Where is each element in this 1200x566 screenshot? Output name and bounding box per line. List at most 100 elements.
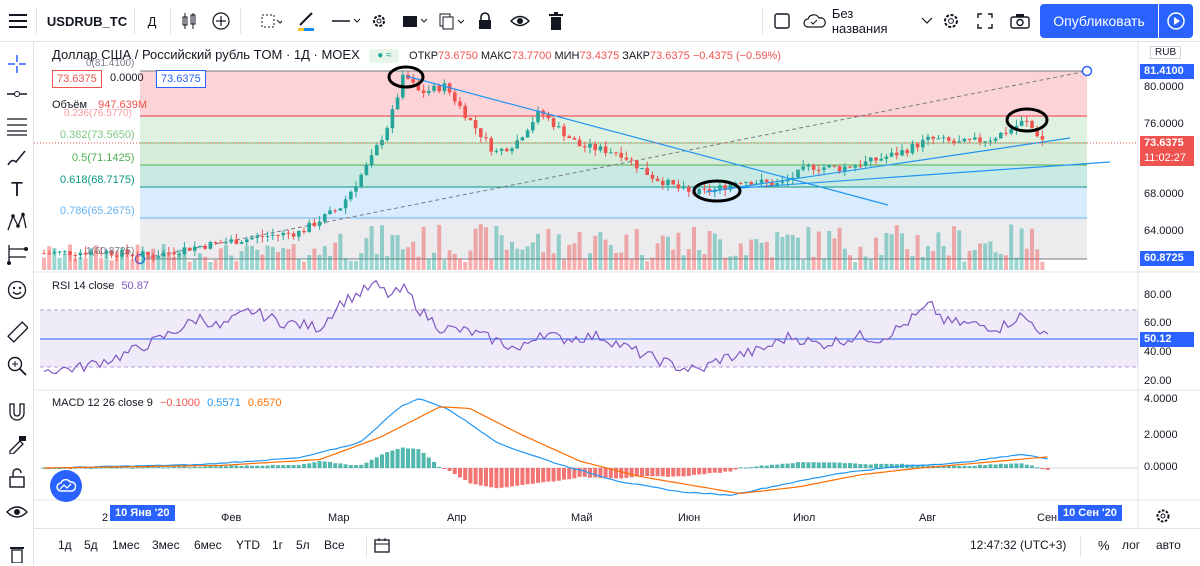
range-ytd[interactable]: YTD [236,538,260,552]
range-3m[interactable]: 3мес [152,538,180,552]
pencil-lock-icon[interactable] [5,432,29,456]
candle-body [978,137,982,143]
lock-drawings-icon[interactable] [5,466,29,490]
candle-body [910,143,915,154]
volume-bar [733,255,738,270]
range-all[interactable]: Все [324,538,345,552]
delete-drawings-icon[interactable] [5,542,29,566]
brush-draw-icon[interactable] [5,146,29,170]
volume-bar [296,258,301,270]
macd-hist-bar [946,466,951,468]
play-icon[interactable] [1159,4,1193,38]
crosshair-icon[interactable] [5,52,29,76]
auto-toggle[interactable]: авто [1156,538,1181,552]
price-tick: 76.0000 [1144,118,1184,130]
macd-hist-bar [52,467,57,469]
ruler-icon[interactable] [5,320,29,344]
volume-bar [1024,248,1029,270]
fib-label-1: 1(60.8725) [86,246,135,257]
candle-body [453,92,457,102]
range-5d[interactable]: 5д [84,538,98,552]
line-style-icon[interactable] [328,6,364,36]
macd-hist-bar [442,468,447,469]
range-6m[interactable]: 6мес [194,538,222,552]
macd-hist-bar [801,462,806,468]
lock-icon[interactable] [472,6,498,36]
log-toggle[interactable]: лог [1122,538,1141,552]
candle-body [770,181,774,186]
currency-badge[interactable]: RUB [1150,46,1182,59]
prediction-icon[interactable] [5,242,29,266]
candle-body [473,120,478,129]
percent-toggle[interactable]: % [1098,538,1110,553]
candle-body [375,145,379,156]
interval-button[interactable]: Д [147,13,157,29]
range-1m[interactable]: 1мес [112,538,140,552]
macd-hist-bar [770,464,774,468]
volume-bar [47,246,52,270]
volume-bar [952,226,956,270]
clock-timezone[interactable]: 12:47:32 (UTC+3) [970,538,1067,552]
volume-bar [666,236,670,270]
trend-line-icon[interactable] [5,82,29,106]
candle-body [817,169,821,171]
candle-body [411,78,415,83]
volume-bar [166,253,171,270]
settings-icon[interactable] [366,6,392,36]
volume-bar [889,234,894,270]
publish-button[interactable]: Опубликовать [1040,4,1158,38]
square-icon[interactable] [770,6,794,36]
pattern-icon[interactable] [5,210,29,234]
candle-body [952,140,956,143]
volume-bar [260,254,265,270]
volume-bar [920,256,925,270]
candle-body [146,251,150,256]
axis-settings-icon[interactable] [1155,508,1171,529]
macd-hist-bar [426,457,431,468]
template-icon[interactable] [398,6,432,36]
visibility-icon[interactable] [5,500,29,524]
volume-bar [624,234,629,270]
plus-circle-icon[interactable] [208,6,234,36]
volume-bar [957,230,962,270]
zoom-in-icon[interactable] [5,354,29,378]
range-1y[interactable]: 1г [272,538,284,552]
candle-body [681,186,686,189]
magnet-icon[interactable] [5,400,29,424]
candle-body [432,85,436,91]
volume-bar [806,227,811,270]
fib-lines-icon[interactable] [5,114,29,138]
volume-bar [983,243,988,270]
text-icon[interactable]: T [10,178,24,201]
clone-icon[interactable] [436,6,468,36]
eye-icon[interactable] [506,6,534,36]
candle-body [567,136,571,139]
ask-price[interactable]: 73.6375 [156,70,206,88]
smiley-icon[interactable] [5,278,29,302]
fullscreen-icon[interactable] [972,6,998,36]
selection-icon[interactable] [256,6,286,36]
candle-body [245,239,249,243]
range-1d[interactable]: 1д [58,538,72,552]
go-to-date-icon[interactable] [374,537,392,556]
range-5y[interactable]: 5л [296,538,310,552]
candles-icon[interactable] [176,6,202,36]
symbol-search-button[interactable]: USDRUB_TC [46,13,128,29]
volume-bar [255,249,260,270]
volume-bar [426,258,431,270]
layout-name-button[interactable]: Без названия [802,6,934,36]
candle-body [848,166,852,168]
volume-bar [738,243,743,270]
bid-price[interactable]: 73.6375 [52,70,102,88]
chart-settings-icon[interactable] [938,6,964,36]
macd-hist-bar [692,468,696,475]
camera-icon[interactable] [1006,6,1034,36]
tradingview-logo-icon[interactable] [50,470,82,502]
menu-icon[interactable] [4,6,32,36]
brush-icon[interactable] [292,6,320,36]
candle-body [915,143,920,148]
macd-hist-bar [458,468,462,478]
candle-body [338,208,343,211]
trash-icon[interactable] [542,6,570,36]
